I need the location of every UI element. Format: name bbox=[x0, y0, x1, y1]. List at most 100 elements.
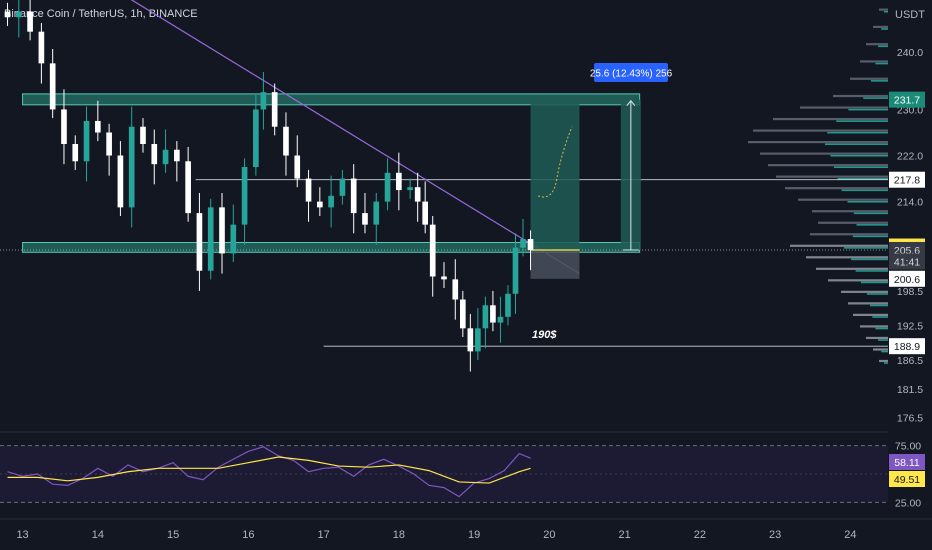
candle bbox=[117, 155, 124, 208]
volume-profile-bar bbox=[753, 129, 888, 132]
candle bbox=[207, 207, 214, 271]
volume-profile-bar-up bbox=[843, 247, 888, 249]
candle bbox=[384, 172, 391, 202]
candle bbox=[15, 11, 22, 18]
rsi-ma-bg bbox=[889, 471, 925, 487]
candle bbox=[350, 178, 357, 214]
candle bbox=[490, 305, 496, 323]
date-tick: 13 bbox=[16, 529, 28, 541]
stop-zone[interactable] bbox=[530, 249, 580, 279]
trendline[interactable] bbox=[56, 0, 580, 275]
volume-profile-bar bbox=[812, 210, 888, 213]
volume-profile-bar bbox=[800, 106, 888, 109]
volume-profile-bar bbox=[773, 117, 888, 121]
volume-profile-bar-up bbox=[851, 258, 888, 261]
volume-profile-bar-up bbox=[870, 80, 888, 82]
volume-profile-bar bbox=[768, 164, 888, 167]
date-tick: 21 bbox=[618, 529, 630, 541]
volume-profile-bar-up bbox=[830, 154, 888, 157]
price-label: 41:41 bbox=[894, 257, 920, 269]
candle bbox=[162, 149, 169, 165]
volume-profile-bar-up bbox=[836, 120, 888, 122]
volume-profile-bar bbox=[866, 43, 888, 46]
candle bbox=[106, 132, 112, 156]
candle bbox=[422, 201, 429, 225]
support-note: 190$ bbox=[532, 329, 557, 341]
candle bbox=[241, 167, 248, 225]
volume-profile-bar-up bbox=[872, 316, 888, 318]
target-zone[interactable] bbox=[530, 99, 580, 250]
volume-profile-bar-up bbox=[875, 62, 888, 65]
volume-profile-bar bbox=[866, 336, 888, 340]
candle bbox=[61, 109, 67, 144]
price-tick: 181.5 bbox=[897, 384, 923, 396]
volume-profile-bar-up bbox=[870, 304, 888, 307]
volume-profile-bar-up bbox=[847, 201, 888, 203]
candle bbox=[328, 195, 334, 208]
volume-profile-bar bbox=[776, 175, 888, 178]
rsi-line[interactable] bbox=[7, 446, 531, 498]
candle bbox=[271, 92, 278, 127]
date-tick: 14 bbox=[92, 529, 104, 541]
volume-profile-bar bbox=[833, 94, 888, 98]
candle bbox=[260, 92, 267, 110]
volume-profile-bar-up bbox=[883, 10, 888, 13]
volume-profile-bar bbox=[806, 256, 888, 259]
volume-profile-bar bbox=[860, 325, 888, 328]
date-tick: 15 bbox=[167, 529, 179, 541]
volume-profile-bar bbox=[873, 348, 888, 351]
volume-profile-bar bbox=[848, 302, 888, 305]
volume-profile-bar-up bbox=[825, 143, 888, 145]
candle bbox=[151, 144, 158, 165]
volume-profile-bar-up bbox=[852, 235, 888, 238]
volume-profile-bar bbox=[816, 267, 888, 270]
candle bbox=[441, 276, 447, 280]
candle bbox=[140, 126, 146, 144]
date-tick: 23 bbox=[769, 529, 781, 541]
zone-rectangle[interactable] bbox=[22, 93, 641, 106]
candle bbox=[373, 201, 380, 225]
candle bbox=[362, 213, 368, 225]
volume-profile-bar-up bbox=[866, 293, 888, 295]
volume-profile-bar-up bbox=[878, 45, 888, 48]
candle bbox=[95, 120, 101, 133]
rsi-ma-line[interactable] bbox=[7, 456, 531, 484]
volume-profile-bar-up bbox=[875, 327, 888, 330]
candle bbox=[230, 224, 237, 254]
volume-profile-bar bbox=[810, 233, 888, 236]
date-tick: 16 bbox=[242, 529, 254, 541]
candle bbox=[396, 172, 402, 191]
candle bbox=[128, 126, 135, 208]
candle bbox=[196, 213, 203, 271]
volume-profile-bar bbox=[853, 313, 888, 316]
volume-profile-bar-up bbox=[856, 224, 888, 226]
price-label: 200.6 bbox=[894, 274, 920, 286]
volume-profile-bar bbox=[748, 141, 888, 144]
volume-profile-bar-up bbox=[848, 108, 888, 111]
candle bbox=[452, 279, 459, 300]
candle bbox=[467, 328, 474, 352]
rsi-ma-value: 49.51 bbox=[894, 474, 920, 486]
volume-profile-bar bbox=[828, 279, 888, 282]
volume-profile-bar bbox=[818, 221, 888, 224]
candle bbox=[185, 161, 191, 214]
price-label-bg bbox=[889, 171, 925, 188]
currency-label: USDT bbox=[895, 9, 925, 21]
rsi-level-75: 75.00 bbox=[895, 441, 921, 453]
price-label-bg bbox=[889, 91, 925, 108]
price-tick: 176.5 bbox=[897, 413, 923, 425]
volume-profile-bar bbox=[785, 187, 888, 190]
price-tick: 214.0 bbox=[897, 197, 923, 209]
measure-label: 25.6 (12.43%) 256 bbox=[590, 69, 673, 80]
candle bbox=[475, 328, 481, 352]
price-label-bg bbox=[889, 338, 925, 355]
candle bbox=[174, 149, 180, 162]
price-tick: 222.0 bbox=[897, 151, 923, 163]
volume-profile-bar-up bbox=[883, 362, 888, 364]
volume-profile-bar-up bbox=[853, 212, 888, 215]
volume-profile-bar-up bbox=[855, 270, 888, 272]
candle bbox=[72, 144, 79, 162]
candle bbox=[305, 178, 312, 202]
candle bbox=[4, 11, 11, 18]
